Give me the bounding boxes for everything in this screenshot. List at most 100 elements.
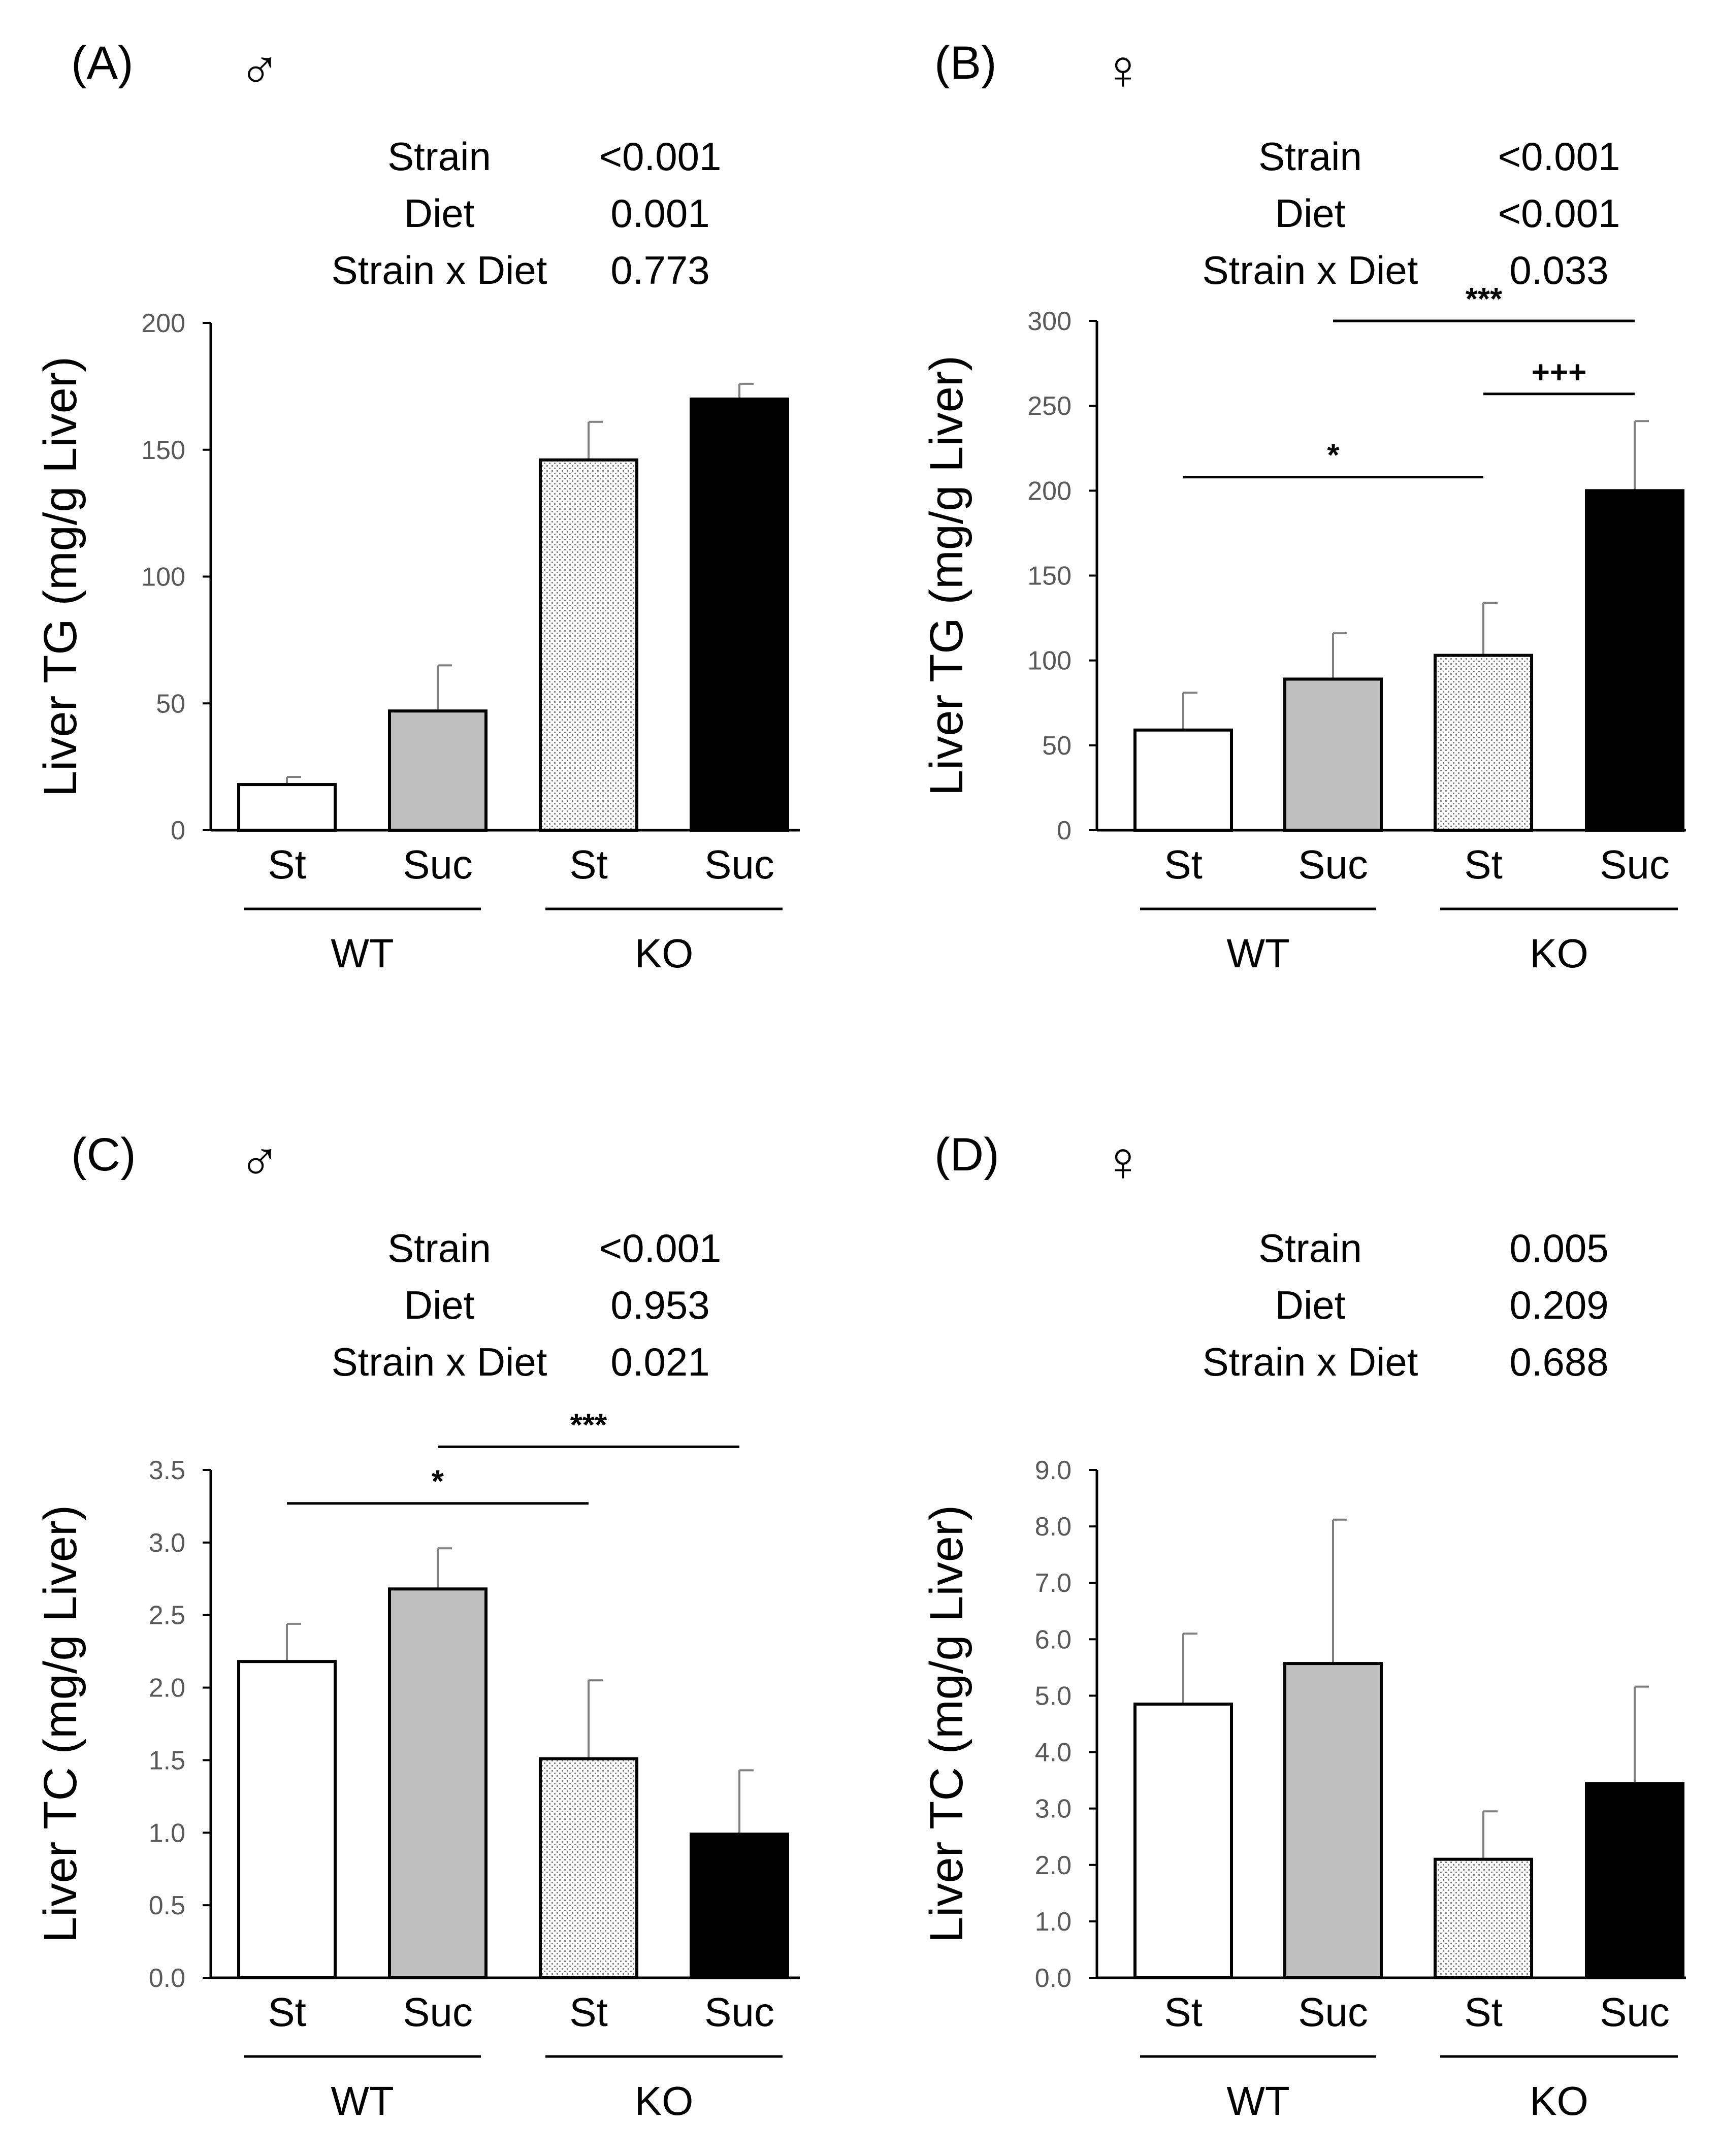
y-tick-label: 9.0 (1035, 1456, 1072, 1485)
y-tick-label: 1.0 (149, 1818, 185, 1848)
bar-ko-suc (690, 397, 789, 832)
stats-value: <0.001 (599, 134, 722, 179)
significance-label: * (432, 1464, 444, 1499)
bar-wt-suc (388, 1587, 488, 1979)
y-tick-label: 6.0 (1035, 1625, 1072, 1654)
sex-symbol-icon: ♂ (239, 1130, 281, 1193)
stats-value: 0.033 (1509, 248, 1608, 292)
y-axis-title: Liver TC (mg/g Liver) (35, 1505, 86, 1943)
panel-label: (A) (71, 37, 134, 89)
y-tick-label: 300 (1027, 307, 1072, 336)
category-label: Suc (403, 842, 473, 887)
category-label: St (268, 1989, 306, 2035)
y-tick-label: 0 (1057, 816, 1072, 845)
group-label: WT (1226, 931, 1289, 976)
stats-label: Diet (404, 1283, 475, 1327)
bar-wt-st (237, 1660, 337, 1979)
bar-wt-suc (388, 709, 488, 832)
category-label: Suc (704, 1989, 774, 2035)
group-label: KO (635, 2078, 694, 2124)
y-tick-label: 100 (141, 563, 185, 592)
category-label: St (1164, 842, 1203, 887)
y-tick-label: 0.0 (149, 1964, 185, 1993)
stats-label: Strain x Diet (332, 248, 547, 292)
y-tick-label: 8.0 (1035, 1512, 1072, 1542)
category-label: Suc (403, 1989, 473, 2035)
significance-label: +++ (1532, 355, 1587, 390)
panel-label: (C) (71, 1129, 136, 1181)
category-label: St (1464, 842, 1503, 887)
bar-wt-st (237, 783, 337, 832)
stats-value: 0.001 (610, 191, 709, 236)
stats-label: Strain x Diet (1203, 1340, 1418, 1384)
stats-label: Diet (404, 191, 475, 236)
panel-c: (C) ♂ Strain <0.001 Diet 0.953 Strain x Diet 0.… (35, 1129, 800, 2124)
y-tick-label: 150 (1027, 562, 1072, 591)
stats-label: Strain (387, 1226, 491, 1270)
category-label: St (1464, 1989, 1503, 2035)
group-label: WT (331, 2078, 394, 2124)
bar-ko-st (1434, 654, 1533, 832)
bar-wt-st (1133, 728, 1233, 832)
group-label: WT (1226, 2078, 1289, 2124)
y-axis-title: Liver TC (mg/g Liver) (921, 1505, 972, 1943)
stats-label: Strain (1258, 134, 1362, 179)
y-tick-label: 50 (1042, 731, 1072, 761)
group-label: KO (635, 931, 694, 976)
stats-value: <0.001 (599, 1226, 722, 1270)
category-label: St (569, 842, 608, 887)
y-tick-label: 200 (1027, 476, 1072, 506)
panel-b: (B) ♀ Strain <0.001 Diet <0.001 Strain x Diet 0… (921, 37, 1686, 976)
y-tick-label: 3.5 (149, 1456, 185, 1485)
bar-wt-suc (1283, 1662, 1383, 1979)
y-tick-label: 50 (156, 689, 185, 718)
bar-ko-st (539, 458, 638, 832)
y-tick-label: 100 (1027, 646, 1072, 676)
y-axis-title: Liver TG (mg/g Liver) (35, 356, 86, 797)
bar-wt-suc (1283, 677, 1383, 832)
y-tick-label: 0.0 (1035, 1964, 1072, 1993)
y-axis-title: Liver TG (mg/g Liver) (921, 355, 972, 796)
category-label: Suc (1600, 842, 1670, 887)
group-label: KO (1530, 2078, 1588, 2124)
bar-ko-suc (690, 1833, 789, 1979)
category-label: Suc (1600, 1989, 1670, 2035)
y-tick-label: 0.5 (149, 1891, 185, 1920)
stats-label: Strain (387, 134, 491, 179)
stats-value: <0.001 (1498, 191, 1620, 236)
y-tick-label: 3.0 (149, 1528, 185, 1558)
category-label: St (1164, 1989, 1203, 2035)
stats-value: 0.021 (610, 1340, 709, 1384)
bar-ko-st (539, 1757, 638, 1980)
y-tick-label: 0 (171, 816, 185, 845)
bar-ko-suc (1585, 1782, 1684, 1980)
panel-d: (D) ♀ Strain 0.005 Diet 0.209 Strain x Diet 0.6… (921, 1129, 1686, 2124)
category-label: Suc (1298, 1989, 1368, 2035)
sex-symbol-icon: ♀ (1102, 1130, 1144, 1193)
y-tick-label: 7.0 (1035, 1569, 1072, 1598)
bar-ko-suc (1585, 489, 1684, 832)
panel-label: (B) (934, 37, 997, 89)
stats-value: 0.005 (1509, 1226, 1608, 1270)
y-tick-label: 2.0 (149, 1674, 185, 1703)
y-tick-label: 200 (141, 309, 185, 338)
panel-a: (A) ♂ Strain <0.001 Diet 0.001 Strain x Diet 0.… (35, 37, 800, 976)
bar-wt-st (1133, 1703, 1233, 1979)
y-tick-label: 2.5 (149, 1601, 185, 1630)
y-tick-label: 1.5 (149, 1746, 185, 1775)
y-tick-label: 1.0 (1035, 1907, 1072, 1937)
sex-symbol-icon: ♂ (239, 39, 281, 101)
category-label: St (569, 1989, 608, 2035)
y-tick-label: 4.0 (1035, 1738, 1072, 1768)
stats-label: Strain (1258, 1226, 1362, 1270)
stats-label: Strain x Diet (332, 1340, 547, 1384)
stats-value: 0.209 (1509, 1283, 1608, 1327)
y-tick-label: 250 (1027, 391, 1072, 421)
stats-value: <0.001 (1498, 134, 1620, 179)
stats-label: Diet (1275, 1283, 1346, 1327)
group-label: WT (331, 931, 394, 976)
stats-value: 0.688 (1509, 1340, 1608, 1384)
significance-label: * (1327, 438, 1340, 473)
y-tick-label: 5.0 (1035, 1681, 1072, 1711)
